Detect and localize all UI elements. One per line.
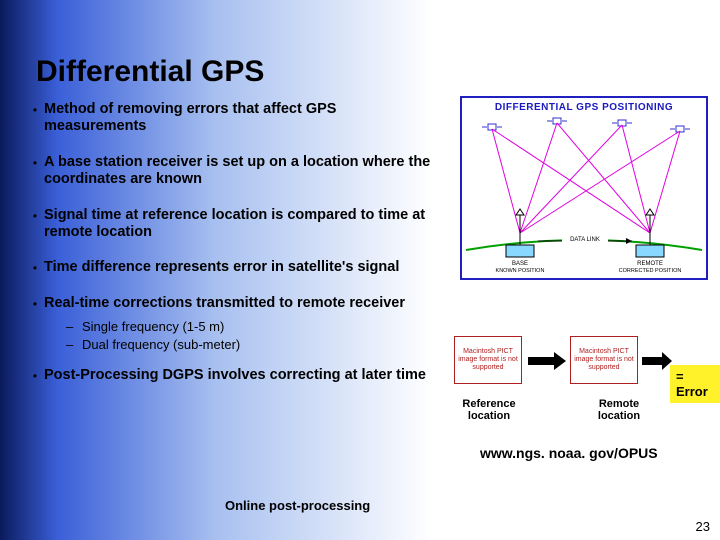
pict-placeholder-rem: Macintosh PICT image format is not suppo… (570, 336, 638, 384)
bullet-marker: • (26, 367, 44, 385)
sub-bullet-marker: – (66, 337, 82, 353)
slide-title: Differential GPS (0, 0, 720, 101)
svg-text:CORRECTED POSITION: CORRECTED POSITION (619, 268, 682, 274)
sub-bullet-marker: – (66, 319, 82, 335)
sub-bullet-item: Single frequency (1-5 m) (82, 319, 224, 334)
bullet-item: Time difference represents error in sate… (44, 259, 399, 276)
bullet-item: Signal time at reference location is com… (44, 207, 434, 242)
error-arrow-icon (528, 352, 566, 370)
bullet-item: Real-time corrections transmitted to rem… (44, 295, 405, 312)
bullet-marker: • (26, 295, 44, 313)
reference-location-label: Reference location (450, 398, 528, 422)
bullet-marker: • (26, 101, 44, 119)
error-arrow2-icon (642, 352, 672, 370)
bullet-marker: • (26, 207, 44, 225)
pict-placeholder-ref: Macintosh PICT image format is not suppo… (454, 336, 522, 384)
bullet-item: Method of removing errors that affect GP… (44, 101, 434, 136)
svg-text:KNOWN POSITION: KNOWN POSITION (496, 268, 545, 274)
page-number: 23 (696, 519, 710, 534)
opus-link[interactable]: www.ngs. noaa. gov/OPUS (480, 445, 658, 461)
diagram-title: DIFFERENTIAL GPS POSITIONING (462, 98, 706, 115)
data-link-label: DATA LINK (570, 237, 600, 243)
bullet-marker: • (26, 259, 44, 277)
diagram-svg: DATA LINK BASE KNOWN POSITION REMOTE COR… (462, 115, 706, 275)
online-postprocessing-label: Online post-processing (225, 498, 370, 513)
svg-text:BASE: BASE (512, 261, 528, 267)
svg-text:REMOTE: REMOTE (637, 261, 663, 267)
sub-bullet-item: Dual frequency (sub-meter) (82, 337, 240, 352)
bullet-marker: • (26, 154, 44, 172)
bullet-item: A base station receiver is set up on a l… (44, 154, 434, 189)
dgps-diagram: DIFFERENTIAL GPS POSITIONING (460, 96, 708, 280)
error-label: = Error (670, 365, 720, 403)
remote-location-label: Remote location (580, 398, 658, 422)
bullet-item: Post-Processing DGPS involves correcting… (44, 367, 426, 384)
